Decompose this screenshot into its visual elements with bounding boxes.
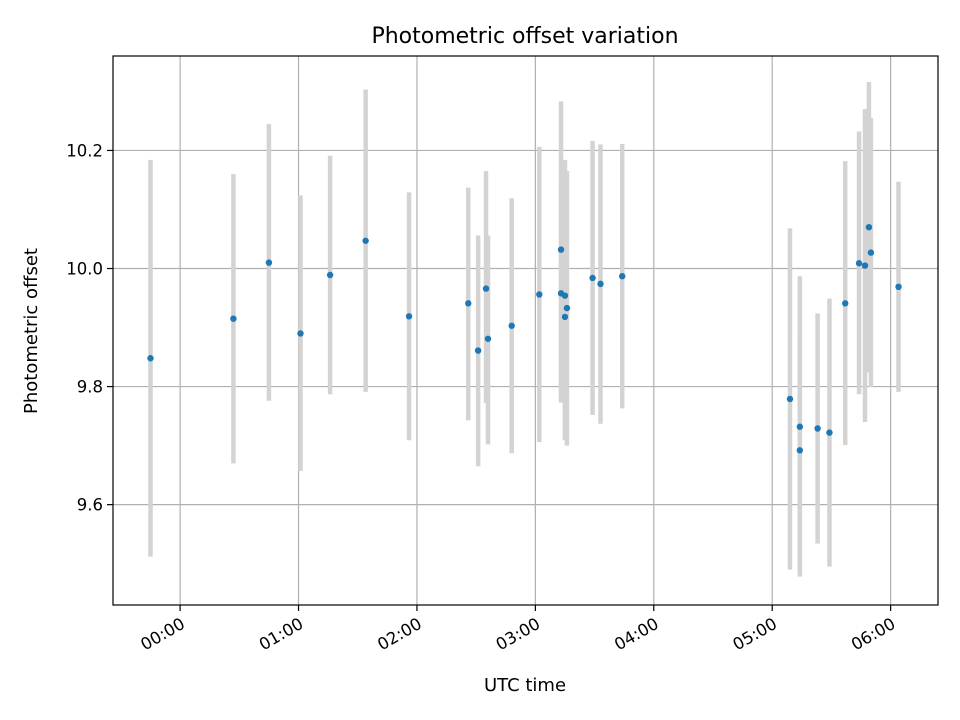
data-point (865, 223, 873, 231)
y-tick-label: 9.6 (77, 496, 103, 515)
data-point (867, 249, 875, 256)
data-point (405, 313, 413, 320)
data-point (561, 292, 569, 299)
x-axis-label: UTC time (484, 675, 566, 696)
data-point (842, 300, 849, 307)
data-points (147, 223, 902, 454)
data-point (786, 395, 794, 403)
data-point (861, 262, 869, 269)
data-point (474, 347, 482, 354)
y-tick-label: 10.2 (66, 141, 103, 160)
data-point (619, 272, 626, 280)
y-axis-label: Photometric offset (21, 248, 42, 414)
data-point (362, 237, 369, 244)
y-tick-label: 10.0 (66, 260, 103, 279)
data-point (796, 423, 804, 430)
data-point (557, 246, 565, 253)
data-point (482, 285, 490, 292)
chart-title: Photometric offset variation (371, 24, 678, 49)
data-point (796, 447, 804, 454)
data-point (230, 315, 237, 322)
data-point (297, 330, 304, 337)
plot-frame (112, 55, 939, 606)
data-point (814, 425, 821, 432)
y-tick-label: 9.8 (77, 378, 103, 397)
data-point (326, 271, 334, 279)
data-point (508, 322, 515, 329)
data-point (895, 283, 902, 291)
data-point (465, 300, 472, 307)
data-point (589, 274, 596, 282)
data-point (147, 355, 154, 362)
data-point (563, 304, 571, 312)
data-point (484, 335, 492, 342)
data-point (536, 291, 543, 298)
data-point (855, 260, 863, 267)
data-point (265, 259, 273, 266)
data-point (561, 313, 569, 321)
data-point (826, 429, 833, 436)
data-point (597, 280, 604, 288)
